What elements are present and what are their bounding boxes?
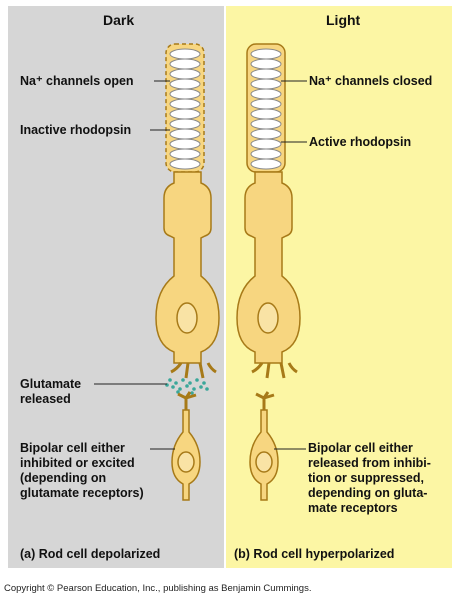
glutamate-label: Glutamate released <box>20 377 82 406</box>
dark-rhodopsin-label: Inactive rhodopsin <box>20 123 132 137</box>
dark-bipolar-dendrites <box>177 391 197 410</box>
dark-bipolar-cell <box>171 391 201 501</box>
dark-rod-nucleus <box>176 302 198 334</box>
copyright-notice: Copyright © Pearson Education, Inc., pub… <box>4 583 312 594</box>
light-rod-nucleus <box>257 302 279 334</box>
light-bipolar-label: Bipolar cell either released from inhibi… <box>308 441 431 515</box>
light-bipolar-dendrites <box>255 391 275 410</box>
leader-lines <box>94 80 307 450</box>
light-rhodopsin-label: Active rhodopsin <box>309 135 412 149</box>
dark-bipolar-nucleus <box>177 451 195 473</box>
glutamate-molecules <box>165 378 209 395</box>
light-synaptic-terminal <box>251 362 298 379</box>
dark-synaptic-terminal <box>170 362 217 379</box>
dark-bipolar-label: Bipolar cell either inhibited or excited… <box>20 441 144 500</box>
dark-panel-title: Dark <box>103 12 135 28</box>
dark-discs <box>169 48 201 170</box>
light-na-channels-label: Na⁺ channels closed <box>309 74 433 88</box>
light-panel-caption: (b) Rod cell hyperpolarized <box>234 547 395 561</box>
light-discs <box>250 48 282 170</box>
dark-na-channels-label: Na⁺ channels open <box>20 74 134 88</box>
dark-panel-caption: (a) Rod cell depolarized <box>20 547 161 561</box>
light-panel-title: Light <box>326 12 361 28</box>
light-bipolar-nucleus <box>255 451 273 473</box>
